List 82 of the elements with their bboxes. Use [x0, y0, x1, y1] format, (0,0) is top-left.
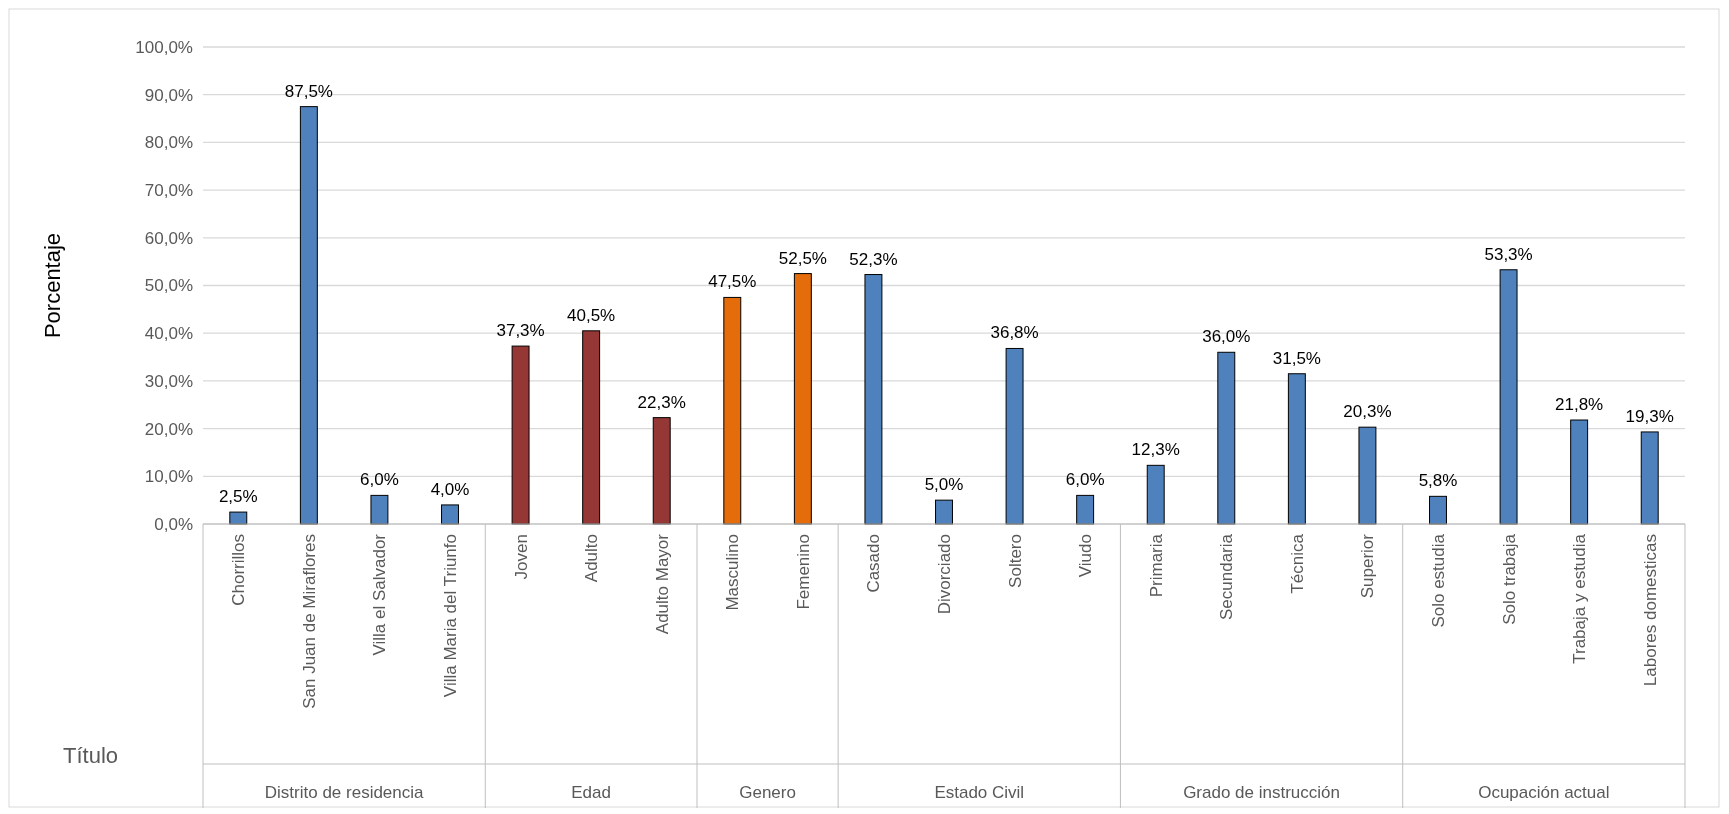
y-tick-label: 80,0% [144, 133, 193, 153]
x-tick-label: Villa el Salvador [370, 533, 390, 656]
x-tick-label: Villa Maria del Triunfo [440, 534, 460, 698]
bar [864, 274, 883, 525]
x-tick-label: Soltero [1005, 534, 1025, 588]
bar [1640, 431, 1659, 525]
x-tick-label: Adulto [582, 534, 602, 583]
bar [1358, 426, 1377, 525]
x-tick-label: Casado [864, 534, 884, 593]
x-tick-label: Solo trabaja [1499, 533, 1519, 625]
x-tick-label: Masculino [723, 534, 743, 611]
data-label: 40,5% [567, 305, 616, 325]
x-tick-label: Labores domesticas [1640, 534, 1660, 687]
bar [1146, 464, 1165, 525]
y-tick-label: 30,0% [144, 371, 193, 391]
x-axis-title: Título [63, 743, 119, 768]
data-label: 37,3% [496, 321, 545, 341]
text: Ocupación actual [1478, 783, 1610, 802]
data-label: 2,5% [218, 487, 258, 507]
bar [793, 273, 812, 525]
bar [229, 511, 248, 525]
x-tick-label: Chorrillos [229, 534, 249, 606]
data-label: 52,3% [849, 249, 898, 269]
y-tick-label: 70,0% [144, 181, 193, 201]
data-label: 87,5% [284, 81, 333, 101]
data-label: 4,0% [430, 479, 470, 499]
y-tick-label: 90,0% [144, 85, 193, 105]
x-tick-label: Solo estudia [1428, 533, 1448, 628]
y-tick-label: 0,0% [154, 514, 193, 534]
data-label: 20,3% [1343, 402, 1392, 422]
text: Edad [571, 783, 611, 802]
x-tick-label: San Juan de Miraflores [299, 534, 319, 709]
data-label: 5,8% [1418, 471, 1458, 491]
y-tick-label: 60,0% [144, 228, 193, 248]
bar [370, 494, 389, 525]
data-label: 21,8% [1555, 395, 1604, 415]
bar [1570, 419, 1589, 525]
data-label: 12,3% [1131, 440, 1180, 460]
y-axis-title: Porcentaje [40, 232, 65, 339]
y-tick-label: 50,0% [144, 276, 193, 296]
data-label: 31,5% [1272, 348, 1321, 368]
data-label: 22,3% [637, 392, 686, 412]
x-tick-label: Trabaja y estudia [1570, 533, 1590, 664]
data-label: 6,0% [1065, 470, 1105, 490]
bar [935, 499, 953, 525]
data-label: 47,5% [708, 272, 757, 292]
bar [1499, 269, 1518, 525]
x-tick-label: Superior [1358, 533, 1378, 599]
data-label: 53,3% [1484, 244, 1533, 264]
bar [441, 504, 459, 525]
y-tick-label: 10,0% [144, 467, 193, 487]
data-label: 5,0% [924, 475, 964, 495]
y-tick-label: 20,0% [144, 419, 193, 439]
bar [1429, 495, 1447, 525]
data-label: 36,0% [1202, 327, 1251, 347]
bar [1076, 494, 1095, 525]
text: Genero [739, 783, 796, 802]
text: Estado Civil [934, 783, 1025, 802]
y-tick-label: 100,0% [135, 37, 193, 57]
bar [1287, 373, 1306, 525]
x-tick-label: Secundaria [1217, 533, 1237, 621]
bar [652, 417, 671, 525]
x-tick-label: Divorciado [934, 534, 954, 615]
y-tick-label: 40,0% [144, 324, 193, 344]
bar [511, 345, 530, 525]
bar [1217, 351, 1236, 525]
bar [1005, 347, 1024, 525]
bar [299, 106, 318, 525]
x-tick-label: Adulto Mayor [652, 533, 672, 635]
bar [582, 330, 601, 525]
x-tick-label: Técnica [1287, 533, 1307, 594]
data-label: 6,0% [360, 470, 399, 490]
x-tick-label: Viudo [1076, 534, 1096, 578]
x-tick-label: Joven [511, 534, 531, 580]
text: Distrito de residencia [264, 783, 425, 802]
text: Grado de instrucción [1183, 783, 1341, 802]
bar [723, 296, 742, 525]
data-label: 19,3% [1625, 406, 1674, 426]
data-label: 52,5% [778, 248, 827, 268]
x-tick-label: Femenino [793, 534, 813, 610]
data-label: 36,8% [990, 323, 1039, 343]
x-tick-label: Primaria [1146, 533, 1166, 598]
